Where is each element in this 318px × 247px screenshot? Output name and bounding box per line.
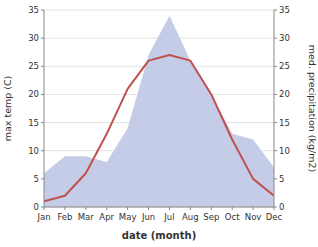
y2-tick (274, 207, 277, 208)
chart-container: JanFebMarAprMayJunJulAugSepOctNovDec0510… (0, 0, 318, 247)
y-tick-label: 15 (28, 118, 39, 128)
y-tick-label: 5 (34, 174, 39, 184)
grid-line (44, 207, 274, 208)
y-tick (41, 10, 44, 11)
x-tick (64, 207, 65, 210)
grid-line (44, 10, 274, 11)
y-tick-label: 0 (34, 202, 39, 212)
y2-tick (274, 66, 277, 67)
y-tick (41, 94, 44, 95)
x-tick (253, 207, 254, 210)
y2-tick (274, 10, 277, 11)
x-tick (190, 207, 191, 210)
y-tick (41, 150, 44, 151)
y2-tick-label: 25 (279, 61, 290, 71)
x-tick-label: Nov (245, 212, 262, 222)
y2-tick (274, 94, 277, 95)
x-tick (211, 207, 212, 210)
x-tick-label: May (119, 212, 137, 222)
x-tick-label: Mar (78, 212, 95, 222)
y-axis-line (44, 10, 45, 207)
y-tick (41, 66, 44, 67)
x-tick (85, 207, 86, 210)
grid (44, 10, 274, 207)
y2-tick-label: 30 (279, 33, 290, 43)
x-tick (232, 207, 233, 210)
y-axis-label: max temp (C) (2, 76, 13, 142)
chart-svg: JanFebMarAprMayJunJulAugSepOctNovDec0510… (0, 0, 318, 247)
x-tick-label: Oct (225, 212, 240, 222)
x-tick (106, 207, 107, 210)
y2-tick-label: 5 (279, 174, 284, 184)
x-tick-label: Apr (99, 212, 114, 222)
y2-tick (274, 122, 277, 123)
temp-line (44, 55, 274, 201)
axis-labels: date (month) max temp (C) med. precipitati… (2, 45, 318, 241)
x-axis-line (44, 207, 274, 208)
x-tick-label: Jan (36, 212, 50, 222)
y2-tick-label: 15 (279, 118, 290, 128)
y2-axis-label: med. precipitation (kg/m2) (307, 45, 318, 172)
y2-tick-label: 10 (279, 146, 290, 156)
y2-tick (274, 178, 277, 179)
precip-area (44, 16, 274, 207)
y-tick (41, 122, 44, 123)
axes: JanFebMarAprMayJunJulAugSepOctNovDec0510… (28, 5, 290, 222)
y-tick (41, 38, 44, 39)
y2-tick (274, 38, 277, 39)
y-tick-label: 35 (28, 5, 39, 15)
x-tick-label: Aug (182, 212, 199, 222)
x-tick-label: Sep (203, 212, 219, 222)
y-tick-label: 25 (28, 61, 39, 71)
x-tick-label: Jun (141, 212, 155, 222)
y2-tick-label: 0 (279, 202, 284, 212)
y-tick (41, 207, 44, 208)
x-axis-label: date (month) (122, 230, 196, 241)
x-tick (148, 207, 149, 210)
x-tick (169, 207, 170, 210)
y2-tick (274, 150, 277, 151)
x-tick-label: Jul (163, 212, 174, 222)
y2-tick-label: 35 (279, 5, 290, 15)
y-tick-label: 10 (28, 146, 39, 156)
y-tick-label: 30 (28, 33, 39, 43)
y2-tick-label: 20 (279, 89, 290, 99)
x-tick (127, 207, 128, 210)
y-tick (41, 178, 44, 179)
x-tick-label: Feb (57, 212, 72, 222)
y-tick-label: 20 (28, 89, 39, 99)
y2-axis-line (274, 10, 275, 207)
x-tick-label: Dec (266, 212, 283, 222)
plot-area (44, 16, 274, 207)
